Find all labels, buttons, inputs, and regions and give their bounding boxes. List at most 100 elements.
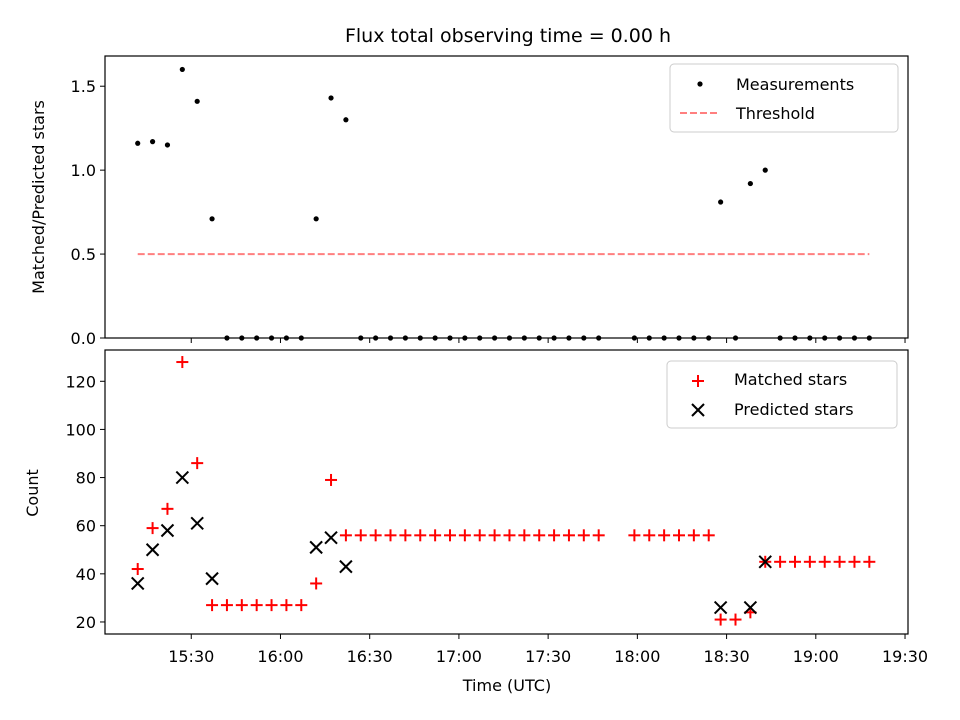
measurement-point [343,117,349,123]
measurement-point [732,335,739,341]
measurement-point [747,180,753,187]
top-legend: Measurements Threshold [669,63,899,133]
top-panel: 0.0 0.5 1.0 1.5 Matched/Predicted stars Mea… [29,55,909,348]
measurement-point [254,335,260,341]
legend-predicted-label: Predicted stars [734,400,854,419]
matched-star-point [414,529,427,542]
predicted-star-point [713,600,728,615]
predicted-x-b [713,600,728,615]
measurement-point [135,140,141,146]
matched-star-point [429,529,442,542]
measurement-point [631,335,637,341]
matched-star-point [265,599,278,612]
top-y-tick-label: 1.5 [71,77,96,96]
predicted-star-point [743,600,758,615]
predicted-x-b [758,555,772,569]
measurement-point [706,335,712,341]
predicted-star-point [339,559,353,574]
predicted-x-b [145,543,160,557]
matched-star-point [863,555,876,568]
predicted-x-b [324,531,338,545]
measurement-point [866,335,872,341]
measurement-point [298,335,304,341]
matched-star-point [518,529,531,542]
bottom-panel: 20 40 60 80 100 120 15:30 16:00 16:30 17:00 17:30… [23,349,928,695]
predicted-x-b [175,470,190,485]
figure-title: Flux total observing time = 0.00 h [345,25,671,47]
predicted-x-b [205,571,219,586]
bottom-x-tick-label: 16:00 [257,647,303,666]
measurement-point [581,335,587,341]
predicted-x-b [743,600,758,615]
top-y-tick-label: 1.0 [71,161,96,180]
measurement-point [718,199,724,205]
matched-star-point [729,613,742,626]
matched-star-point [503,529,516,542]
bottom-plot-marks [131,356,876,626]
matched-star-point [339,529,352,542]
matched-star-point [131,563,144,576]
bottom-y-tick-label: 20 [76,613,96,632]
measurement-point [149,139,156,145]
measurement-point [402,335,408,341]
matched-star-point [687,529,700,542]
matched-star-point [443,529,456,542]
predicted-x-b [190,516,204,530]
legend-measurements-marker [697,81,703,87]
bottom-x-ticks: 15:30 16:00 16:30 17:00 17:30 18:00 18:30 19:00… [168,634,928,666]
matched-star-point [562,529,575,542]
bottom-legend-box [666,360,898,429]
measurement-point [283,335,290,341]
matched-star-point [592,529,605,542]
matched-star-point [643,529,656,542]
measurement-point [209,216,215,222]
predicted-star-point [175,470,190,485]
measurement-point [432,335,438,341]
matched-star-point [577,529,590,542]
matched-star-point [672,529,685,542]
matched-star-point [399,529,412,542]
measurement-point [807,335,813,341]
matched-star-point [280,599,293,612]
matched-star-point [848,555,861,568]
measurement-point [373,335,379,341]
matched-star-point [473,529,486,542]
measurement-point [822,335,828,341]
predicted-star-point [309,540,323,555]
predicted-x-b [160,523,175,538]
measurement-point [792,335,798,341]
measurement-point [447,335,453,341]
bottom-y-tick-label: 100 [65,420,96,439]
measurement-point [551,335,557,341]
predicted-star-point [190,516,204,530]
matched-star-point [369,529,382,542]
predicted-star-point [324,531,338,545]
predicted-x-b [131,576,145,591]
measurement-point [691,335,697,341]
matched-star-point [161,502,174,515]
matched-star-point [235,599,248,612]
measurement-point [417,335,423,341]
matched-star-point [354,529,367,542]
top-plot-frame [104,55,909,339]
bottom-legend: Matched stars Predicted stars [666,360,898,429]
predicted-star-point [205,571,219,586]
bottom-y-tick-label: 120 [65,372,96,391]
matched-star-point [310,577,323,590]
measurement-point [387,335,394,341]
top-legend-box [669,63,899,133]
bottom-y-tick-label: 60 [76,517,96,536]
measurement-point [328,95,334,101]
measurement-point [358,335,364,341]
legend-threshold-label: Threshold [735,104,815,123]
legend-matched-marker [692,375,704,387]
matched-star-point [176,356,189,369]
top-y-axis-label: Matched/Predicted stars [29,100,48,294]
measurement-point [521,335,527,341]
measurement-point [268,335,275,341]
measurement-point [851,335,858,341]
measurement-point [646,335,652,341]
predicted-x-b [339,559,353,574]
matched-star-point [833,555,846,568]
